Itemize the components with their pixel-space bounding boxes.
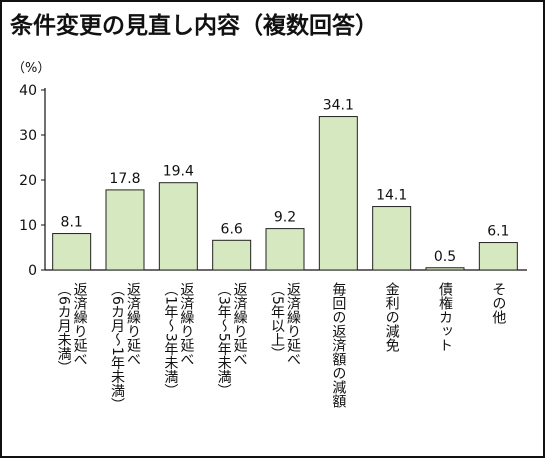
x-tick-label: 返済繰り延べ — [125, 282, 141, 366]
value-label: 8.1 — [61, 215, 83, 231]
bar — [52, 233, 92, 271]
chart-title: 条件変更の見直し内容（複数回答） — [10, 12, 378, 39]
bar — [318, 116, 358, 271]
x-tick-label: その他 — [490, 282, 506, 325]
y-tick-label: 10 — [19, 218, 37, 234]
bar — [425, 267, 465, 271]
x-tick-label: 金利の減免 — [384, 282, 400, 353]
bar — [372, 206, 412, 271]
x-tick-label: （5年以上） — [269, 282, 285, 361]
value-label: 34.1 — [323, 98, 354, 114]
x-tick-label: 返済繰り延べ — [285, 282, 301, 366]
y-tick-label: 30 — [19, 128, 37, 144]
value-label: 6.6 — [221, 221, 243, 237]
value-label: 0.5 — [434, 249, 456, 265]
x-tick-label: 毎回の返済額の減額 — [330, 282, 346, 408]
value-label: 6.1 — [487, 224, 509, 240]
y-axis-label: （%） — [12, 61, 50, 76]
value-label: 17.8 — [109, 171, 140, 187]
value-label: 14.1 — [376, 188, 407, 204]
y-tick-label: 20 — [19, 173, 37, 189]
bar — [158, 182, 198, 271]
bar — [478, 242, 518, 271]
x-tick-label: 返済繰り延べ — [232, 282, 248, 366]
x-tick-label: （6カ月～1年未満） — [109, 282, 125, 412]
x-tick-label: 債権カット — [437, 282, 453, 352]
bar — [212, 239, 252, 271]
y-tick-label: 40 — [19, 83, 37, 99]
value-label: 9.2 — [274, 210, 296, 226]
x-tick-label: （3年～5年未満） — [216, 282, 232, 398]
x-tick-label: （6カ月未満） — [56, 282, 72, 375]
bar — [105, 189, 145, 271]
x-tick-label: （1年～3年未満） — [162, 282, 178, 398]
x-tick-label: 返済繰り延べ — [72, 282, 88, 366]
value-label: 19.4 — [163, 164, 194, 180]
bar — [265, 228, 305, 271]
y-tick-label: 0 — [28, 263, 37, 279]
x-tick-label: 返済繰り延べ — [178, 282, 194, 366]
